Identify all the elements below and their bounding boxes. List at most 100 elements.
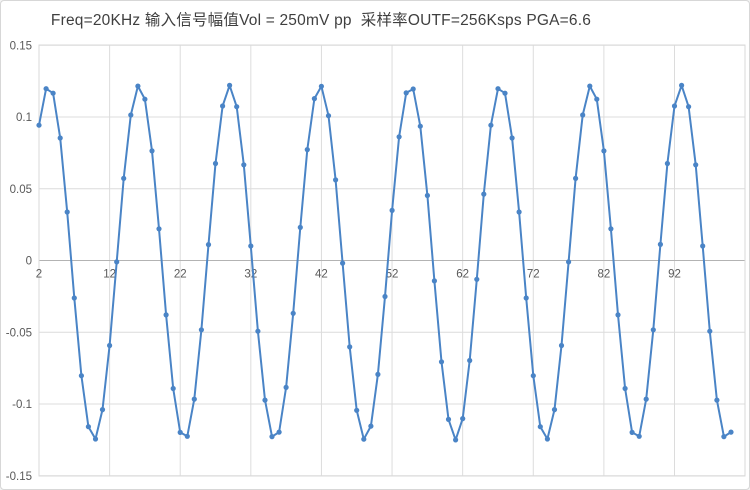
data-point-marker: [262, 397, 268, 403]
data-point-marker: [686, 104, 692, 110]
data-point-marker: [453, 437, 459, 443]
data-point-marker: [220, 103, 226, 109]
data-point-marker: [502, 90, 508, 96]
data-point-marker: [121, 175, 127, 181]
series-line: [38, 84, 732, 441]
y-tick-label: -0.15: [6, 471, 32, 483]
data-point-marker: [354, 407, 360, 413]
axis-labels: 0.15 0.1 0.05 0 -0.05 -0.1 -0.15 2 12 22 32 42 52 62 7…: [6, 40, 681, 483]
data-point-marker: [707, 328, 713, 334]
x-tick-label: 42: [315, 269, 328, 281]
data-point-marker: [283, 384, 289, 390]
data-point-marker: [629, 429, 635, 435]
data-point-marker: [488, 122, 494, 128]
y-tick-label: -0.1: [12, 399, 32, 411]
data-point-marker: [424, 192, 430, 199]
data-point-marker: [333, 177, 339, 183]
data-point-marker: [460, 416, 466, 422]
data-point-marker: [234, 104, 240, 110]
x-tick-label: 32: [244, 269, 257, 281]
y-tick-label: 0.1: [16, 112, 32, 124]
data-point-marker: [728, 429, 734, 435]
data-point-marker: [481, 191, 487, 197]
data-point-marker: [566, 259, 572, 265]
x-tick-label: 2: [36, 269, 42, 281]
data-point-marker: [340, 260, 346, 266]
data-point-marker: [608, 226, 614, 232]
data-point-marker: [615, 312, 621, 318]
x-tick-label: 92: [668, 269, 681, 281]
data-point-marker: [700, 243, 706, 249]
x-tick-label: 82: [597, 269, 610, 281]
data-point-marker: [537, 424, 543, 430]
data-point-marker: [551, 407, 558, 413]
data-point-marker: [255, 328, 261, 334]
data-point-marker: [601, 148, 607, 154]
data-point-marker: [622, 385, 628, 392]
data-point-marker: [248, 243, 254, 249]
data-point-marker: [530, 373, 536, 379]
data-point-marker: [523, 295, 529, 301]
x-tick-label: 52: [386, 269, 399, 281]
data-point-marker: [107, 342, 113, 349]
data-point-marker: [643, 396, 649, 402]
data-point-marker: [36, 122, 42, 128]
data-point-marker: [198, 327, 204, 333]
data-point-marker: [57, 135, 63, 141]
data-point-marker: [664, 160, 671, 167]
data-point-marker: [99, 407, 106, 413]
data-point-marker: [544, 436, 551, 442]
data-point-marker: [721, 434, 727, 440]
data-point-marker: [290, 310, 296, 316]
data-point-marker: [114, 259, 120, 265]
data-point-marker: [679, 82, 685, 88]
data-point-marker: [587, 83, 593, 89]
data-point-marker: [693, 162, 699, 168]
x-tick-label: 12: [103, 269, 116, 281]
data-point-marker: [516, 209, 522, 215]
data-point-marker: [92, 436, 99, 442]
data-point-marker: [361, 436, 367, 442]
y-tick-label: 0: [26, 256, 32, 268]
series-markers: [36, 82, 734, 443]
data-point-marker: [276, 429, 282, 435]
x-tick-label: 72: [527, 269, 540, 281]
data-point-marker: [170, 385, 176, 392]
data-point-marker: [671, 103, 678, 109]
data-point-marker: [580, 112, 586, 118]
data-point-marker: [495, 86, 501, 92]
data-point-marker: [64, 209, 70, 215]
data-point-marker: [474, 276, 480, 282]
data-point-marker: [417, 123, 423, 129]
chart-title: Freq=20KHz 输入信号幅值Vol = 250mV pp 采样率OUTF=…: [50, 12, 592, 29]
data-point-marker: [318, 83, 324, 89]
data-point-marker: [135, 83, 141, 89]
data-point-marker: [304, 147, 310, 153]
plot-border: [38, 44, 746, 477]
data-point-marker: [714, 397, 720, 403]
data-point-marker: [396, 134, 402, 140]
data-point-marker: [142, 96, 148, 102]
data-point-marker: [389, 207, 395, 213]
data-point-marker: [410, 86, 416, 92]
y-tick-label: 0.15: [10, 40, 32, 52]
data-point-marker: [509, 135, 515, 141]
x-tick-label: 22: [174, 269, 187, 281]
y-tick-label: -0.05: [6, 327, 32, 339]
data-point-marker: [149, 148, 155, 154]
data-point-marker: [85, 424, 91, 430]
data-point-marker: [163, 312, 169, 318]
plot-area-border: [38, 44, 746, 477]
data-point-marker: [212, 160, 219, 167]
data-point-marker: [297, 224, 303, 230]
data-point-marker: [558, 342, 565, 349]
data-point-marker: [269, 434, 275, 440]
data-point-marker: [650, 327, 656, 333]
data-point-marker: [43, 86, 49, 92]
data-point-marker: [156, 226, 162, 232]
data-point-marker: [431, 278, 437, 284]
data-point-marker: [311, 96, 317, 102]
data-point-marker: [375, 371, 381, 377]
